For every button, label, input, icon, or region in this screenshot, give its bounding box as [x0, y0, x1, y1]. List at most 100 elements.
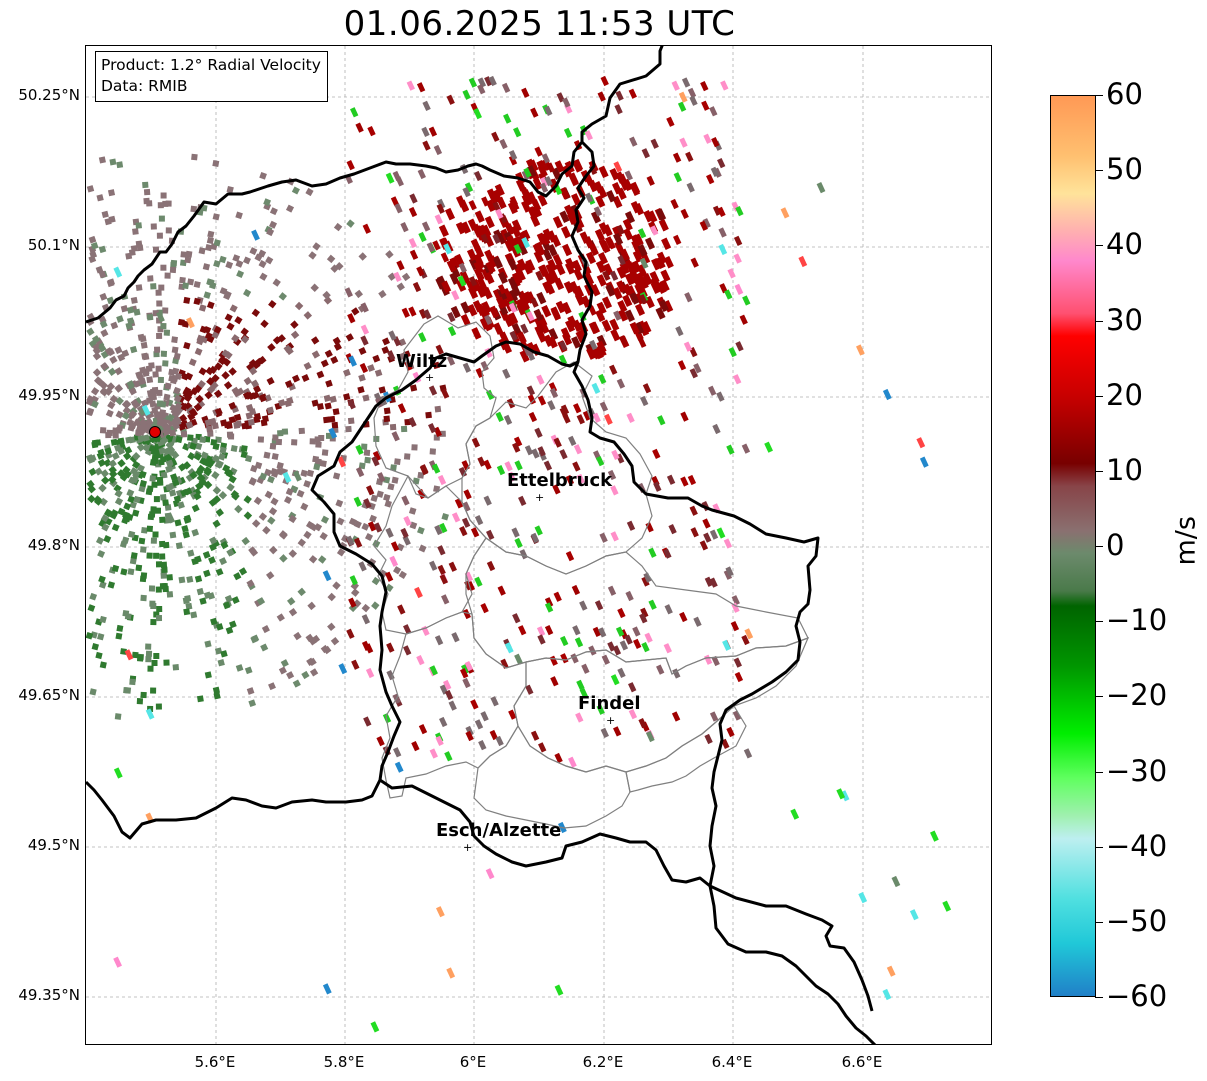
- radar-echo: [483, 459, 492, 470]
- radar-echo: [107, 475, 117, 484]
- radar-echo: [484, 76, 493, 87]
- radar-echo: [401, 272, 411, 282]
- radar-echo: [434, 635, 444, 646]
- radar-echo: [204, 331, 213, 340]
- radar-echo: [440, 252, 450, 263]
- radar-echo: [598, 373, 607, 385]
- radar-echo: [207, 430, 214, 437]
- radar-echo: [507, 471, 516, 482]
- radar-echo: [243, 511, 253, 520]
- radar-echo: [101, 476, 110, 485]
- radar-echo: [149, 475, 156, 482]
- radar-echo: [110, 509, 119, 518]
- radar-echo: [90, 387, 100, 396]
- radar-echo: [416, 654, 425, 666]
- colorbar-tick-label: −50: [1106, 903, 1168, 938]
- radar-echo: [249, 247, 258, 256]
- radar-echo: [95, 377, 104, 387]
- radar-echo: [547, 400, 556, 411]
- radar-echo: [116, 315, 124, 323]
- radar-echo: [465, 730, 474, 742]
- radar-echo: [731, 595, 740, 606]
- radar-echo: [224, 313, 233, 322]
- radar-echo: [598, 222, 609, 235]
- radar-echo: [173, 495, 182, 503]
- radar-echo: [572, 160, 583, 173]
- radar-echo: [394, 761, 404, 773]
- radar-echo: [534, 427, 543, 438]
- radar-echo: [534, 525, 543, 536]
- radar-echo: [624, 170, 633, 181]
- radar-echo: [658, 218, 669, 232]
- radar-echo: [196, 587, 204, 596]
- radar-echo: [153, 346, 161, 353]
- radar-echo: [670, 198, 679, 210]
- radar-echo: [508, 289, 519, 302]
- radar-echo: [371, 456, 380, 467]
- radar-echo: [156, 476, 164, 484]
- radar-echo: [100, 469, 110, 478]
- radar-echo: [116, 624, 124, 632]
- radar-echo: [343, 368, 351, 377]
- radar-echo: [433, 144, 443, 156]
- radar-echo: [495, 208, 504, 220]
- radar-echo: [712, 205, 722, 216]
- radar-echo: [149, 459, 157, 467]
- radar-echo: [360, 335, 369, 346]
- radar-echo: [640, 607, 649, 618]
- radar-echo: [253, 385, 262, 394]
- radar-echo: [157, 419, 164, 427]
- radar-echo: [630, 183, 641, 197]
- radar-echo: [536, 232, 547, 245]
- radar-echo: [99, 320, 108, 329]
- radar-echo: [151, 660, 158, 666]
- radar-echo: [162, 423, 172, 433]
- radar-echo: [530, 107, 539, 118]
- radar-echo: [183, 341, 191, 350]
- radar-echo: [243, 256, 251, 265]
- radar-echo: [764, 441, 773, 453]
- radar-echo: [582, 410, 592, 421]
- radar-echo: [508, 149, 518, 161]
- radar-echo: [371, 576, 381, 586]
- radar-echo: [521, 237, 531, 249]
- radar-echo: [690, 257, 699, 268]
- radar-echo: [116, 424, 124, 432]
- radar-echo: [383, 493, 391, 502]
- radar-echo: [213, 325, 222, 334]
- lat-tick-label: 49.35°N: [18, 986, 80, 1004]
- radar-echo: [716, 527, 726, 539]
- data-source-label: Data: RMIB: [101, 77, 188, 95]
- lon-tick-label: 6.4°E: [711, 1053, 753, 1071]
- radar-echo: [458, 262, 467, 274]
- radar-echo: [418, 723, 428, 735]
- map-area[interactable]: [85, 45, 992, 1045]
- radar-echo: [351, 307, 360, 316]
- radar-echo: [351, 659, 360, 670]
- radar-echo: [614, 104, 623, 115]
- radar-echo: [213, 239, 221, 247]
- radar-echo: [607, 585, 617, 596]
- radar-echo: [446, 259, 457, 273]
- radar-echo: [429, 748, 438, 759]
- radar-echo: [213, 260, 221, 268]
- radar-echo: [612, 225, 623, 239]
- radar-echo: [298, 427, 306, 435]
- radar-echo: [390, 464, 397, 471]
- radar-echo: [365, 667, 375, 679]
- radar-echo: [460, 301, 471, 314]
- radar-echo: [613, 310, 622, 321]
- radar-echo: [277, 430, 284, 437]
- radar-echo: [686, 182, 695, 193]
- radar-echo: [702, 218, 711, 229]
- radar-echo: [240, 445, 248, 452]
- radar-echo: [689, 368, 698, 379]
- radar-echo: [364, 456, 371, 464]
- radar-echo: [638, 717, 647, 729]
- radar-echo: [412, 281, 422, 293]
- radar-echo: [490, 696, 499, 707]
- radar-echo: [172, 367, 180, 375]
- radar-echo: [218, 557, 228, 566]
- radar-echo: [718, 227, 727, 238]
- radar-echo: [149, 400, 157, 408]
